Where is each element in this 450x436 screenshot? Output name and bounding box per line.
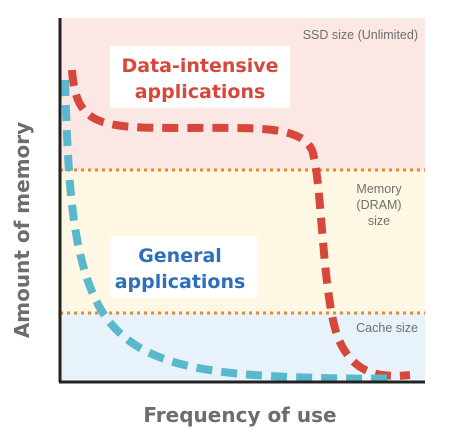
y-axis-title: Amount of memory (10, 122, 34, 338)
x-axis-title: Frequency of use (143, 403, 336, 427)
memory-zone-label-line-1: Memory (356, 182, 402, 196)
ssd-zone-label: SSD size (Unlimited) (303, 28, 418, 42)
general-label-box (110, 236, 258, 298)
memory-zone-label-line-2: (DRAM) (356, 198, 401, 212)
data-intensive-curve (68, 69, 411, 380)
memory-zone-label-line-3: size (368, 214, 390, 228)
general-label-line-1: General (138, 245, 222, 267)
general-label-line-2: applications (115, 271, 246, 293)
data-intensive-label-line-1: Data-intensive (121, 55, 278, 77)
general-curve (61, 79, 396, 383)
data-intensive-label-line-2: applications (135, 81, 266, 103)
cache-zone-label: Cache size (356, 321, 418, 335)
data-intensive-label-box (110, 46, 290, 108)
